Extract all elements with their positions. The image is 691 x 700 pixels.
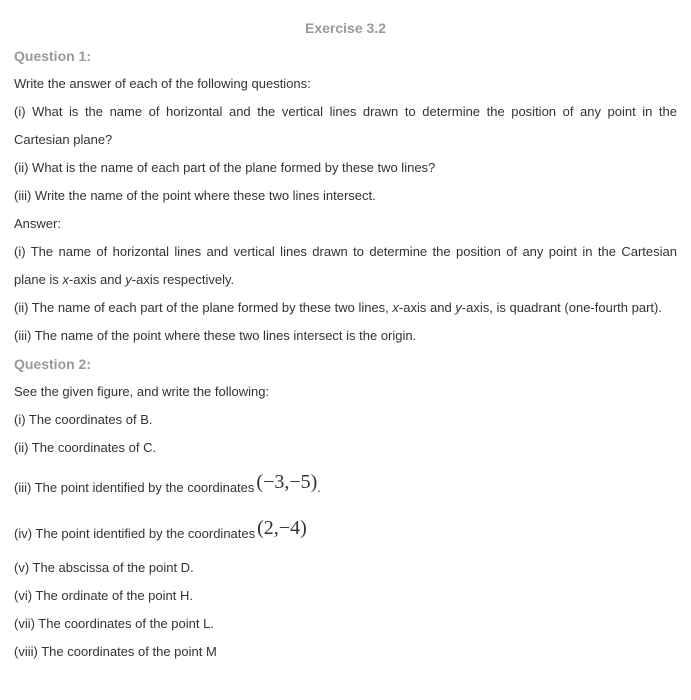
q1-answer-i: (i) The name of horizontal lines and ver…	[14, 238, 677, 294]
q1-part-ii: (ii) What is the name of each part of th…	[14, 154, 677, 182]
q2-part-v: (v) The abscissa of the point D.	[14, 554, 677, 582]
text: (iii) The point identified by the coordi…	[14, 480, 254, 495]
text: -axis and	[69, 272, 125, 287]
q2-part-iii: (iii) The point identified by the coordi…	[14, 462, 677, 508]
q2-part-i: (i) The coordinates of B.	[14, 406, 677, 434]
q1-answer-ii: (ii) The name of each part of the plane …	[14, 294, 677, 322]
text: (iv) The point identified by the coordin…	[14, 526, 255, 541]
q1-intro: Write the answer of each of the followin…	[14, 70, 677, 98]
q2-part-vii: (vii) The coordinates of the point L.	[14, 610, 677, 638]
q2-part-iv: (iv) The point identified by the coordin…	[14, 508, 677, 554]
question-2-label: Question 2:	[14, 350, 677, 378]
q1-part-iii: (iii) Write the name of the point where …	[14, 182, 677, 210]
exercise-title: Exercise 3.2	[14, 14, 677, 42]
q1-answer-iii: (iii) The name of the point where these …	[14, 322, 677, 350]
q2-intro: See the given figure, and write the foll…	[14, 378, 677, 406]
text: -axis, is quadrant (one-fourth part).	[462, 300, 662, 315]
q1-part-i: (i) What is the name of horizontal and t…	[14, 98, 677, 154]
question-1-label: Question 1:	[14, 42, 677, 70]
text: -axis and	[399, 300, 455, 315]
q2-part-viii: (viii) The coordinates of the point M	[14, 638, 677, 666]
coordinates: (−3,−5)	[254, 471, 317, 493]
text: (ii) The name of each part of the plane …	[14, 300, 392, 315]
coordinates: (2,−4)	[255, 517, 307, 539]
text: .	[317, 480, 321, 495]
text: -axis respectively.	[132, 272, 234, 287]
answer-label: Answer:	[14, 210, 677, 238]
q2-part-ii: (ii) The coordinates of C.	[14, 434, 677, 462]
q2-part-vi: (vi) The ordinate of the point H.	[14, 582, 677, 610]
